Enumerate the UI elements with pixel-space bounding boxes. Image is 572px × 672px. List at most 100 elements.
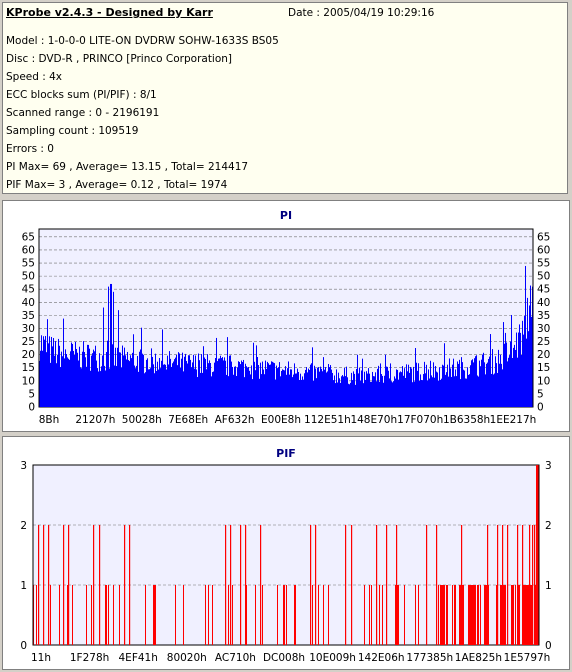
pi-bar bbox=[352, 380, 353, 407]
pi-bar bbox=[356, 368, 357, 407]
pi-ytick-label-right: 60 bbox=[537, 244, 550, 256]
pi-bar bbox=[434, 377, 435, 407]
pi-bar bbox=[309, 369, 310, 407]
pi-bar bbox=[203, 346, 204, 407]
pi-bar bbox=[242, 361, 243, 407]
pi-bar bbox=[137, 355, 138, 407]
pi-bar bbox=[197, 377, 198, 407]
pif-bar bbox=[230, 525, 232, 645]
pi-bar bbox=[274, 363, 275, 407]
pi-bar bbox=[424, 361, 425, 407]
pi-bar bbox=[265, 360, 266, 407]
pif-bar bbox=[512, 585, 513, 645]
pi-bar bbox=[412, 382, 413, 407]
pif-xtick-label: 10E009h bbox=[309, 652, 356, 664]
pi-bar bbox=[49, 336, 50, 407]
pi-bar bbox=[478, 376, 479, 407]
pi-bar bbox=[399, 372, 400, 407]
pi-bar bbox=[73, 350, 74, 407]
pi-bar bbox=[245, 363, 246, 407]
pif-bar bbox=[369, 585, 370, 645]
pi-bar bbox=[207, 354, 208, 407]
pi-xtick-label: 7E68Eh bbox=[168, 414, 208, 426]
pif-ytick-label-left: 0 bbox=[20, 640, 27, 652]
pi-bar bbox=[298, 372, 299, 407]
pi-bar bbox=[339, 378, 340, 407]
pi-bar bbox=[358, 373, 359, 407]
pi-bar bbox=[217, 361, 218, 407]
pi-bar bbox=[240, 364, 241, 407]
pi-bar bbox=[276, 365, 277, 407]
pif-bar bbox=[283, 585, 284, 645]
pi-bar bbox=[318, 367, 319, 407]
pi-bar bbox=[226, 374, 227, 407]
pi-bar bbox=[42, 350, 43, 407]
pi-ytick-label-left: 35 bbox=[22, 310, 35, 322]
pi-bar bbox=[251, 365, 252, 407]
pi-bar bbox=[433, 362, 434, 407]
pif-chart: PIF 0 0 1 1 2 2 3 3 11h 1F278h 4EF41h 80020h AC710h DC… bbox=[20, 447, 551, 664]
pi-bar bbox=[131, 358, 132, 407]
pi-bar bbox=[317, 367, 318, 407]
pi-bar bbox=[264, 374, 265, 407]
pi-bar bbox=[178, 352, 179, 407]
pi-bar bbox=[45, 335, 46, 407]
pif-bar bbox=[315, 525, 317, 645]
pi-bar bbox=[174, 359, 175, 407]
pi-bar bbox=[191, 367, 192, 407]
pi-bar bbox=[200, 372, 201, 407]
pi-bar bbox=[333, 380, 334, 407]
pif-bar bbox=[246, 585, 247, 645]
disc-info-panel: KProbe v2.4.3 - Designed by Karr Date : … bbox=[2, 2, 568, 194]
pi-bar bbox=[349, 384, 350, 407]
pif-xtick-label: DC008h bbox=[263, 652, 305, 664]
pi-bar bbox=[193, 354, 194, 407]
pif-bar bbox=[455, 585, 456, 645]
pi-bar bbox=[165, 364, 166, 407]
pi-bar bbox=[331, 369, 332, 407]
pi-bar bbox=[419, 380, 420, 407]
pi-bar bbox=[397, 369, 398, 407]
pif-bar bbox=[507, 525, 509, 645]
pi-xtick-label: 50028h bbox=[122, 414, 162, 426]
pi-bar bbox=[457, 361, 458, 407]
pif-bar bbox=[68, 525, 70, 645]
pi-bar bbox=[337, 382, 338, 407]
pi-bar bbox=[365, 379, 366, 407]
pif-bar bbox=[93, 525, 95, 645]
pi-bar bbox=[123, 355, 124, 407]
pi-bar bbox=[379, 381, 380, 407]
pi-bar bbox=[111, 283, 112, 407]
info-disc: Disc : DVD-R , PRINCO [Princo Corporatio… bbox=[6, 53, 233, 65]
pi-bar bbox=[150, 368, 151, 407]
pi-bar bbox=[528, 331, 529, 407]
pi-bar bbox=[255, 370, 256, 407]
pi-bar bbox=[353, 371, 354, 407]
pi-ytick-label-right: 35 bbox=[537, 310, 550, 322]
pi-bar bbox=[132, 352, 133, 407]
pi-bar bbox=[476, 355, 477, 407]
pi-bar bbox=[40, 350, 41, 407]
pi-bar bbox=[154, 373, 155, 407]
pi-bar bbox=[129, 361, 130, 407]
pif-xtick-label: 1F278h bbox=[70, 652, 109, 664]
pi-bar bbox=[263, 369, 264, 407]
pi-xtick-label: 8Bh bbox=[39, 414, 60, 426]
pi-ytick-label-left: 65 bbox=[22, 231, 35, 243]
pi-bar bbox=[98, 371, 99, 407]
pif-bar bbox=[531, 585, 532, 645]
pi-bar bbox=[513, 347, 514, 407]
pi-bar bbox=[44, 339, 45, 407]
pi-bar bbox=[366, 371, 367, 407]
pi-bar bbox=[494, 373, 495, 407]
pif-bar bbox=[518, 585, 519, 645]
pi-bar bbox=[425, 373, 426, 407]
pi-bar bbox=[392, 382, 393, 407]
pif-bar bbox=[523, 585, 524, 645]
pi-bar bbox=[371, 381, 372, 407]
pi-bar bbox=[388, 370, 389, 407]
pif-bar bbox=[486, 585, 487, 645]
pi-bar bbox=[285, 366, 286, 407]
pi-bar bbox=[79, 346, 80, 407]
pi-bar bbox=[110, 283, 111, 407]
